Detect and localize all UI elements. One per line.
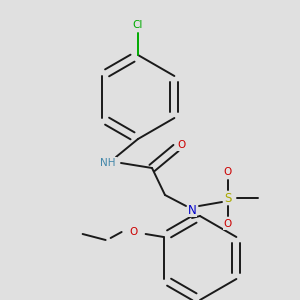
Text: Cl: Cl	[133, 20, 143, 30]
Text: O: O	[224, 219, 232, 229]
Text: O: O	[177, 140, 185, 150]
Text: N: N	[188, 203, 196, 217]
Text: O: O	[130, 227, 138, 237]
Text: NH: NH	[100, 158, 116, 168]
Text: S: S	[224, 191, 232, 205]
Text: O: O	[224, 167, 232, 177]
